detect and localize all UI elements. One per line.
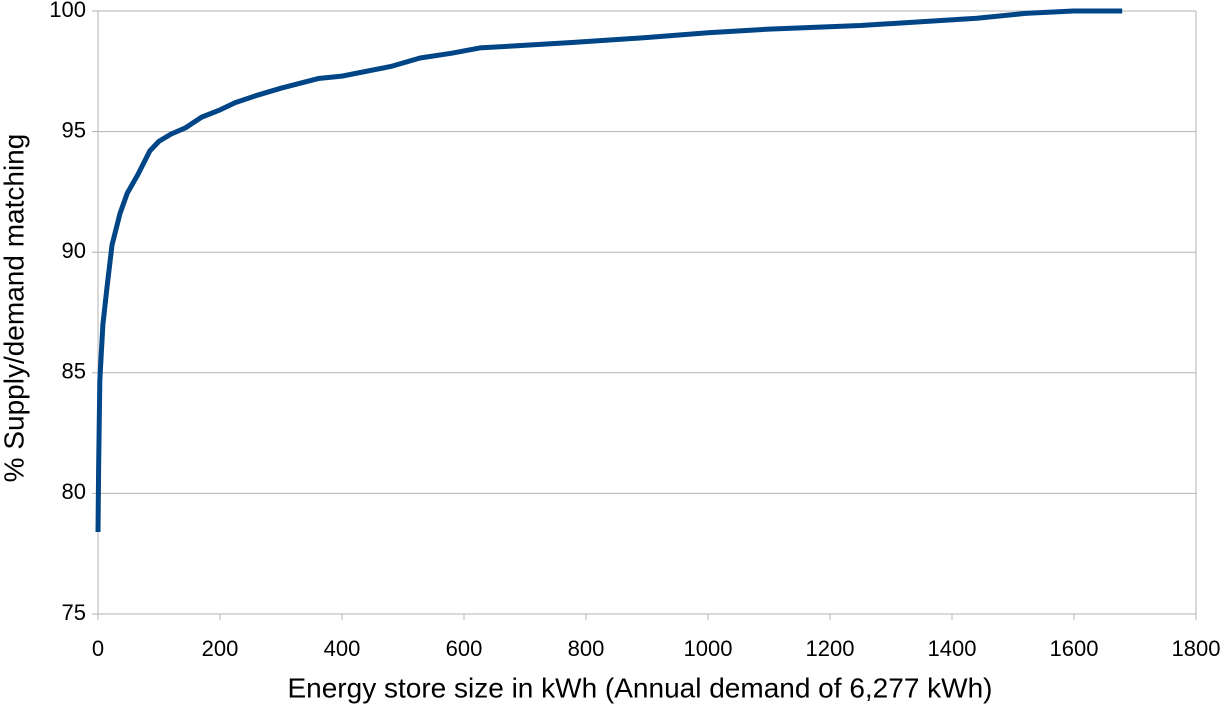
y-tick-label: 75: [62, 600, 86, 625]
x-tick-label: 400: [324, 636, 361, 661]
x-axis-title: Energy store size in kWh (Annual demand …: [287, 672, 992, 703]
x-tick-label: 600: [446, 636, 483, 661]
y-axis-title: % Supply/demand matching: [0, 134, 29, 483]
x-tick-label: 200: [202, 636, 239, 661]
x-tick-label: 0: [92, 636, 104, 661]
y-tick-label: 100: [49, 0, 86, 22]
y-tick-label: 85: [62, 359, 86, 384]
x-tick-label: 1000: [684, 636, 733, 661]
x-tick-label: 1200: [806, 636, 855, 661]
x-tick-label: 1800: [1172, 636, 1221, 661]
x-tick-label: 1600: [1050, 636, 1099, 661]
data-line: [95, 8, 1123, 533]
y-tick-label: 95: [62, 117, 86, 142]
x-tick-label: 800: [568, 636, 605, 661]
y-tick-label: 90: [62, 238, 86, 263]
y-tick-label: 80: [62, 479, 86, 504]
x-tick-label: 1400: [928, 636, 977, 661]
